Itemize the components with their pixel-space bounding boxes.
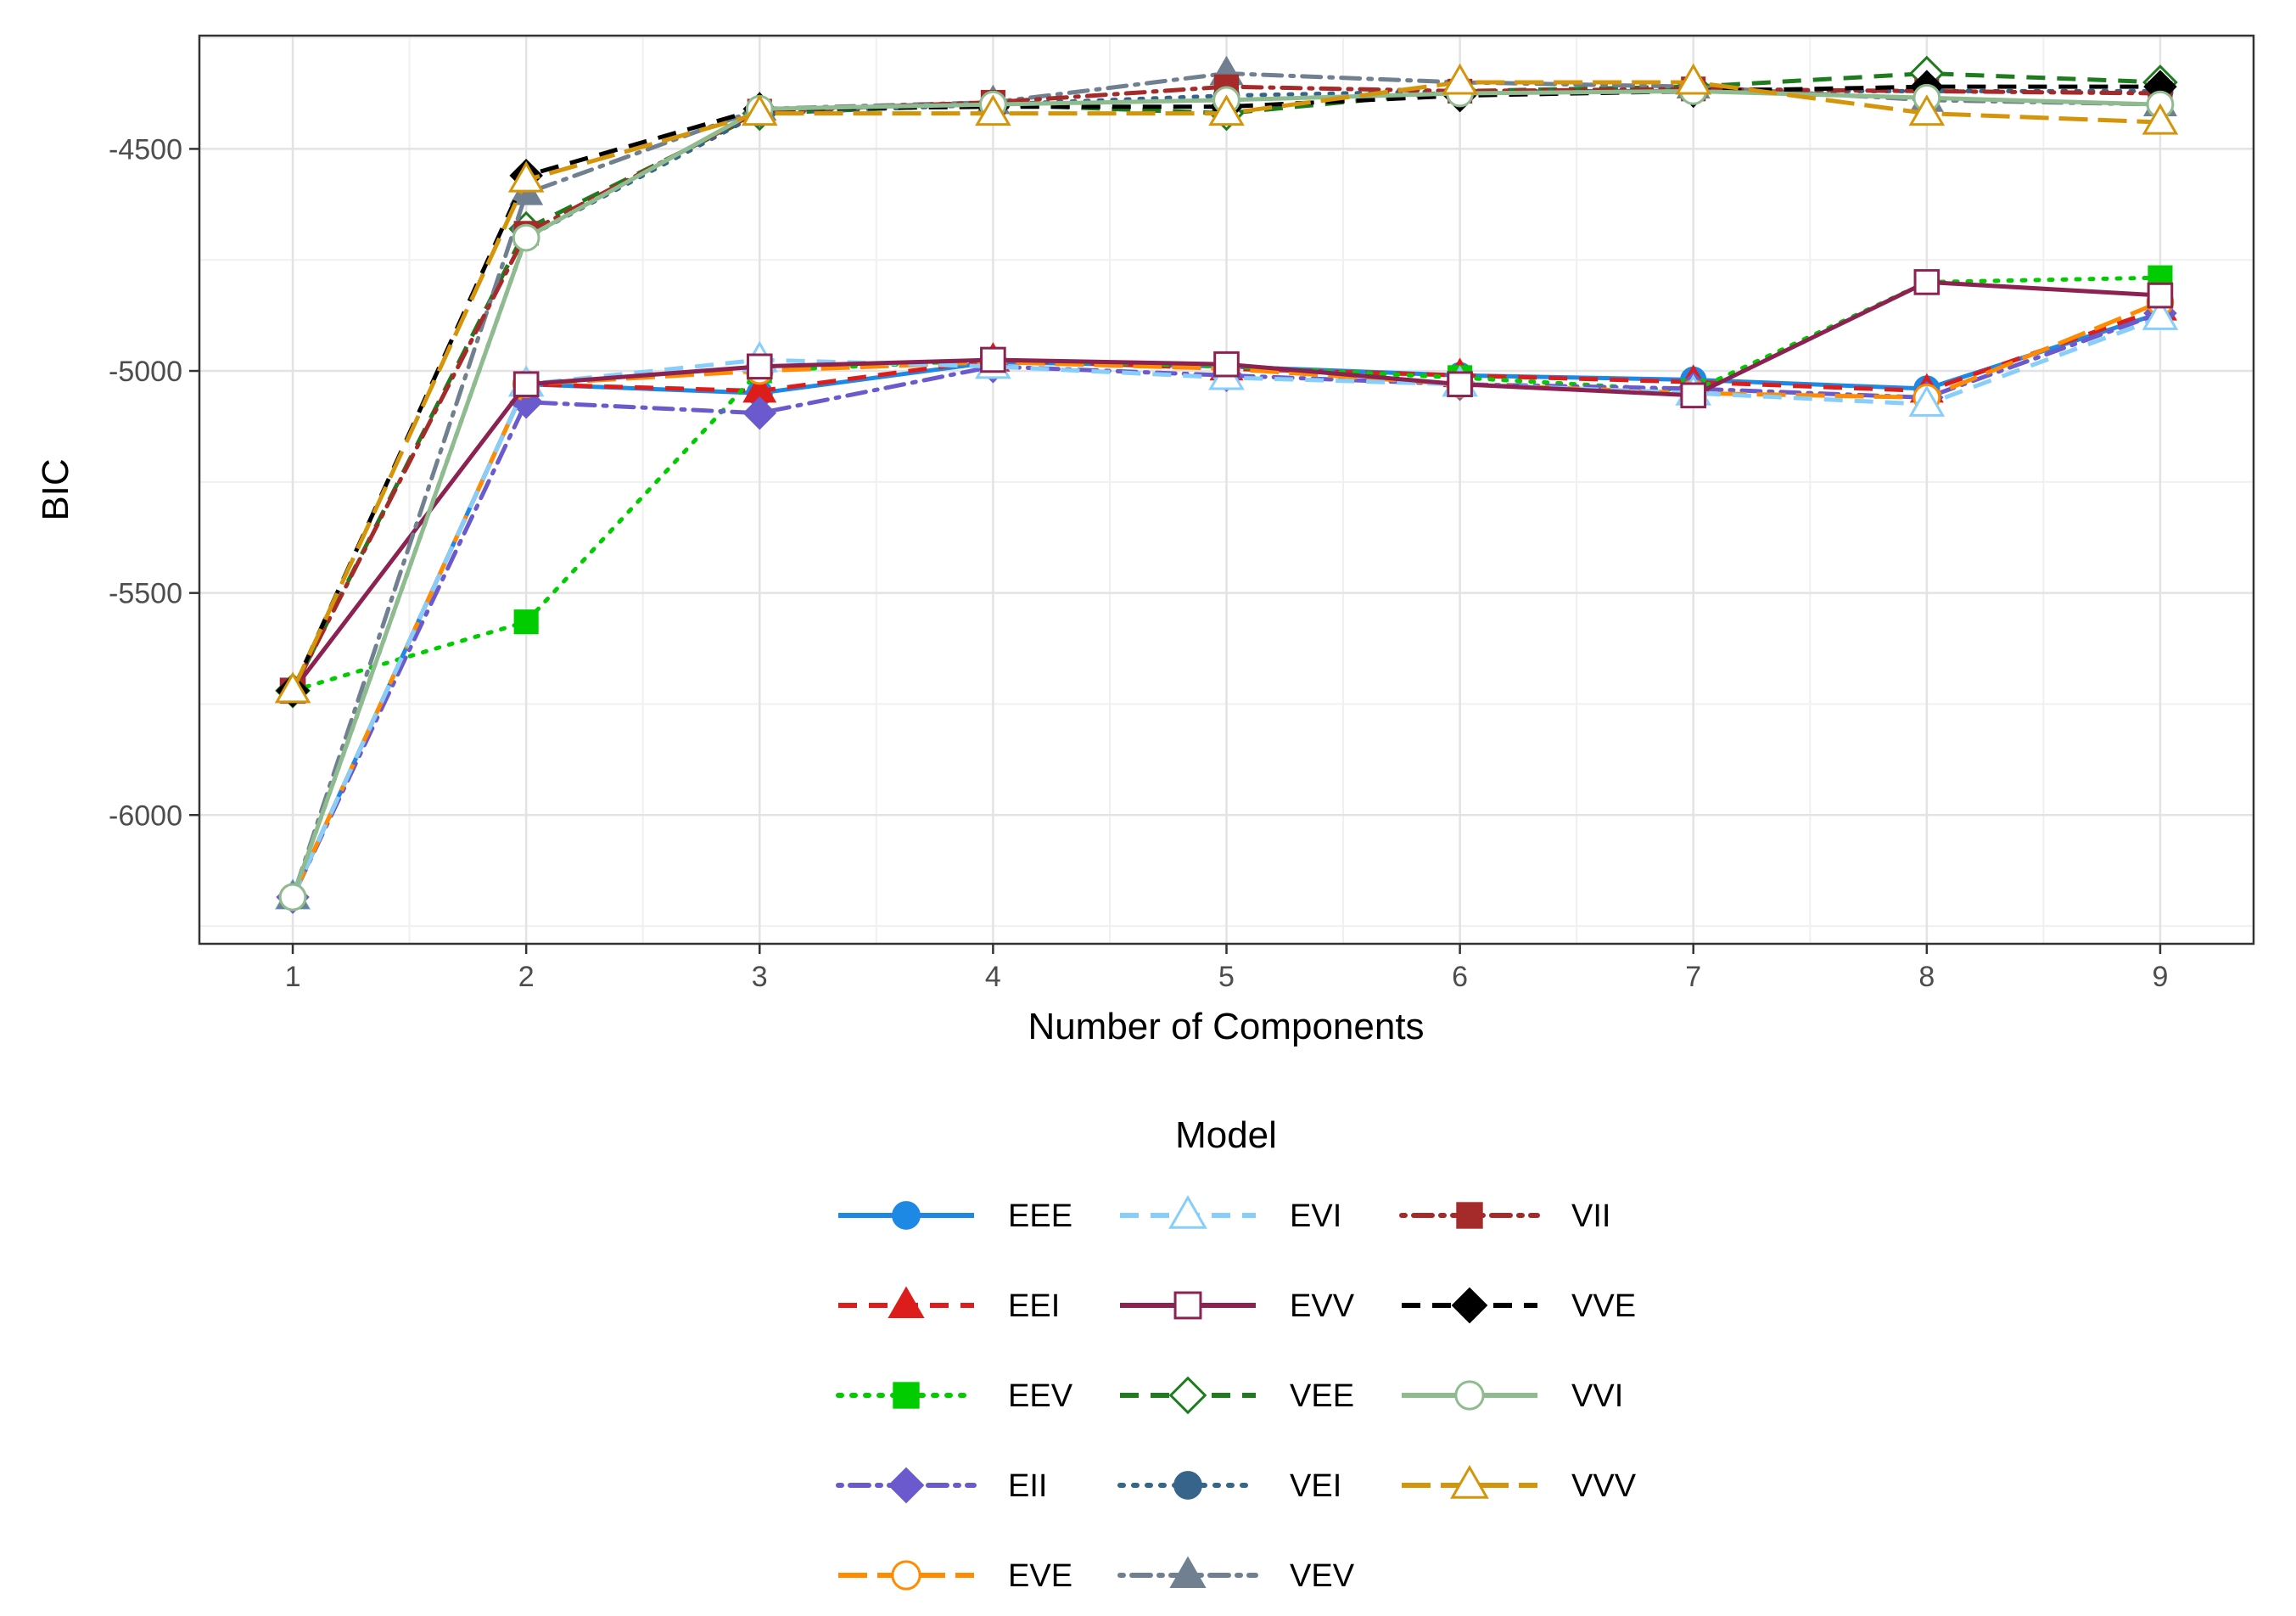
legend-label-eei: EEI (1008, 1288, 1060, 1324)
series-line-eev (290, 275, 2163, 693)
data-point-vvv-2 (507, 160, 545, 193)
x-tick-label: 7 (1685, 961, 1701, 993)
series-group (274, 55, 2179, 914)
legend-item-vvv: VVV (1402, 1465, 1637, 1504)
x-tick-label: 4 (985, 961, 1001, 993)
legend-item-vve: VVE (1402, 1287, 1636, 1324)
legend-label-vve: VVE (1571, 1288, 1636, 1324)
legend-key-marker-vev (1169, 1556, 1207, 1588)
legend-label-eii: EII (1008, 1468, 1047, 1504)
legend-label-eve: EVE (1008, 1558, 1072, 1594)
y-tick-label: -5000 (109, 356, 182, 388)
legend: EEE EEI EEV EII EVE EVI EVV VEE VEI VEV VII VVE VVI V… (836, 1195, 1637, 1594)
data-point-vvv-1 (274, 671, 311, 704)
series-vvv (274, 63, 2179, 704)
legend-key-marker-vei (1173, 1471, 1202, 1500)
series-line-vve (290, 84, 2160, 692)
data-point-vvv-4 (975, 94, 1011, 126)
data-point-vvv-5 (1208, 94, 1245, 126)
legend-key-marker-eee (892, 1201, 921, 1230)
legend-key-marker-evv (1173, 1291, 1202, 1320)
data-point-eii-3 (742, 396, 777, 430)
legend-item-evi: EVI (1120, 1195, 1341, 1234)
data-point-vvv-3 (741, 94, 778, 126)
data-point-vvi-1 (278, 883, 307, 912)
legend-label-evv: EVV (1290, 1288, 1355, 1324)
legend-label-vvv: VVV (1571, 1468, 1637, 1504)
data-point-evi-8 (1908, 384, 1946, 417)
x-tick-label: 1 (285, 961, 301, 993)
legend-item-eve: EVE (838, 1558, 1072, 1594)
y-tick-label: -6000 (109, 800, 182, 832)
x-tick-label: 8 (1918, 961, 1935, 993)
data-point-eev-2 (513, 609, 539, 635)
legend-key-marker-vee (1168, 1376, 1207, 1415)
legend-label-vii: VII (1571, 1198, 1610, 1234)
data-point-evv-5 (1213, 351, 1240, 378)
legend-key-marker-vvv (1450, 1465, 1489, 1499)
x-tick-label: 5 (1218, 961, 1235, 993)
legend-item-vee: VEE (1120, 1376, 1354, 1415)
data-point-vvv-9 (2142, 103, 2179, 135)
legend-title: Model (1175, 1114, 1277, 1156)
data-point-vvv-6 (1442, 63, 1478, 95)
legend-label-vvi: VVI (1571, 1378, 1623, 1414)
legend-item-vev: VEV (1117, 1556, 1355, 1594)
axes: -6000 -5500 -5000 -4500 1 2 3 4 5 6 7 8 9 (109, 133, 2168, 993)
data-point-evv-7 (1680, 382, 1707, 409)
data-point-evv-4 (980, 346, 1006, 373)
x-tick-label: 3 (752, 961, 768, 993)
legend-item-vvi: VVI (1402, 1378, 1623, 1414)
legend-label-evi: EVI (1290, 1198, 1341, 1234)
legend-key-marker-eve (891, 1560, 921, 1591)
legend-item-eii: EII (836, 1467, 1047, 1504)
data-point-evv-8 (1913, 269, 1940, 295)
legend-key-marker-evi (1168, 1195, 1207, 1229)
legend-key-marker-eei (888, 1286, 925, 1318)
legend-item-eee: EEE (838, 1198, 1072, 1234)
x-tick-label: 6 (1452, 961, 1468, 993)
legend-label-vee: VEE (1290, 1378, 1354, 1414)
x-tick-label: 2 (518, 961, 535, 993)
legend-label-vev: VEV (1290, 1558, 1355, 1594)
data-point-vvv-8 (1908, 94, 1946, 126)
legend-label-vei: VEI (1290, 1468, 1341, 1504)
data-point-evv-9 (2147, 282, 2174, 309)
data-point-evi-9 (2142, 298, 2179, 330)
legend-item-evv: EVV (1120, 1288, 1355, 1324)
grid (199, 36, 2254, 944)
data-point-evv-6 (1447, 371, 1473, 398)
legend-label-eee: EEE (1008, 1198, 1072, 1234)
data-point-evv-2 (512, 371, 540, 398)
legend-label-eev: EEV (1008, 1378, 1073, 1414)
legend-item-eev: EEV (836, 1378, 1073, 1414)
x-tick-label: 9 (2152, 961, 2168, 993)
legend-item-eei: EEI (838, 1286, 1060, 1324)
y-axis-title: BIC (35, 458, 76, 520)
series-line-vee (290, 70, 2161, 692)
legend-item-vei: VEI (1117, 1468, 1341, 1504)
x-axis-title: Number of Components (1028, 1006, 1424, 1047)
legend-key-marker-vvi (1454, 1380, 1485, 1411)
y-tick-label: -5500 (109, 578, 182, 610)
legend-item-vii: VII (1399, 1198, 1610, 1234)
y-tick-label: -4500 (109, 133, 182, 166)
data-point-vvv-7 (1675, 63, 1712, 95)
data-point-vvi-2 (512, 223, 540, 252)
legend-key-marker-eii (888, 1467, 925, 1504)
data-point-evv-3 (746, 353, 773, 380)
legend-key-marker-vve (1451, 1287, 1488, 1324)
legend-key-marker-vii (1456, 1202, 1483, 1229)
legend-key-marker-eev (893, 1382, 920, 1409)
